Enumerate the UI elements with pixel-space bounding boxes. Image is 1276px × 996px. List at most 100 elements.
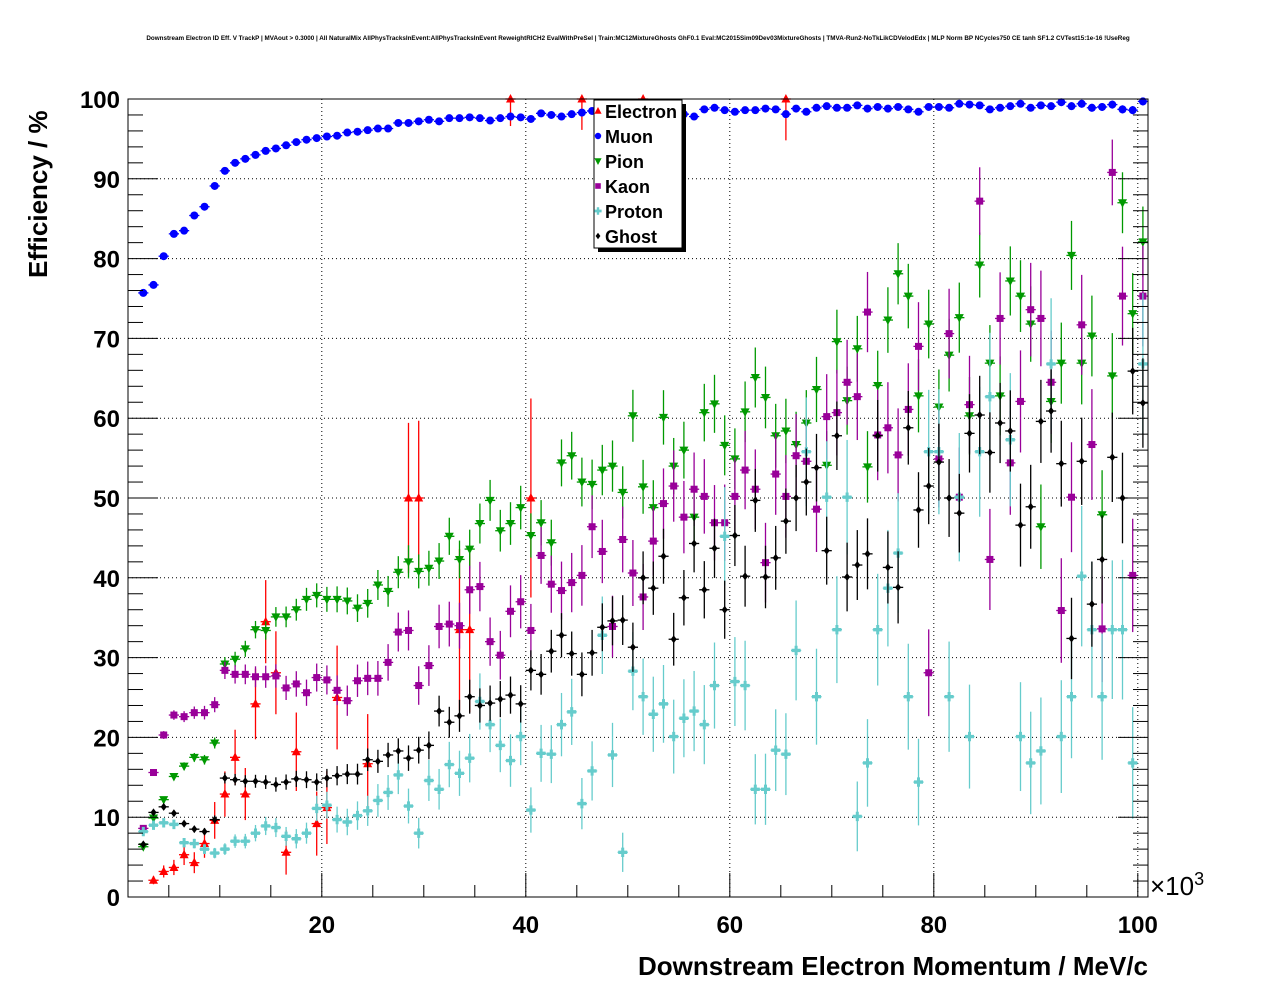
marker-square: [945, 330, 953, 338]
marker-square: [272, 672, 280, 680]
marker-circle: [302, 135, 311, 144]
marker-cross: [587, 766, 597, 776]
marker-triangle-up: [261, 616, 271, 626]
marker-diamond: [823, 546, 830, 555]
marker-circle: [282, 141, 291, 150]
marker-cross: [710, 680, 719, 691]
marker-triangle-down: [1118, 199, 1127, 208]
marker-diamond: [1017, 521, 1024, 530]
marker-diamond: [1099, 555, 1106, 564]
marker-triangle-down: [159, 796, 169, 805]
marker-triangle-down: [404, 558, 413, 567]
x-tick-label: 20: [308, 912, 335, 939]
marker-diamond: [558, 631, 565, 640]
marker-triangle-up: [414, 493, 424, 502]
marker-cross: [771, 745, 781, 755]
marker-triangle-down: [485, 496, 495, 506]
marker-square: [201, 709, 208, 717]
marker-circle: [594, 132, 602, 140]
marker-square: [1078, 321, 1086, 329]
marker-circle: [241, 154, 250, 163]
marker-diamond: [517, 699, 524, 708]
marker-square: [170, 711, 178, 719]
y-tick-label: 20: [93, 725, 120, 752]
marker-diamond: [211, 815, 218, 824]
marker-diamond: [1058, 459, 1065, 468]
marker-diamond: [140, 840, 147, 849]
marker-circle: [781, 110, 790, 119]
marker-triangle-down: [465, 545, 475, 555]
marker-triangle-up: [240, 789, 250, 798]
marker-cross: [353, 810, 362, 821]
marker-triangle-down: [594, 158, 602, 165]
marker-triangle-down: [567, 452, 577, 461]
marker-diamond: [456, 711, 463, 720]
marker-cross: [781, 749, 791, 759]
grid: [128, 98, 1148, 898]
marker-square: [813, 505, 820, 513]
x-multiplier: ×103: [1150, 869, 1204, 901]
x-tick-label: 100: [1118, 912, 1158, 939]
marker-triangle-down: [710, 400, 719, 409]
marker-cross: [750, 784, 760, 794]
marker-square: [864, 308, 871, 316]
marker-cross: [159, 818, 169, 828]
marker-cross: [822, 492, 832, 502]
marker-triangle-down: [863, 463, 872, 472]
marker-diamond: [436, 707, 443, 716]
marker-circle: [190, 211, 199, 220]
marker-cross: [1118, 624, 1127, 635]
marker-circle: [312, 134, 321, 143]
marker-diamond: [497, 695, 504, 704]
marker-triangle-down: [608, 462, 617, 472]
marker-diamond: [201, 827, 208, 836]
marker-cross: [220, 844, 230, 854]
marker-diamond: [884, 563, 891, 572]
marker-triangle-down: [812, 385, 821, 395]
marker-circle: [812, 103, 821, 112]
marker-circle: [159, 252, 168, 261]
marker-square: [619, 535, 627, 543]
marker-square: [823, 413, 831, 421]
marker-triangle-up: [189, 857, 199, 867]
marker-cross: [414, 828, 424, 838]
marker-cross: [689, 706, 699, 716]
y-tick-label: 100: [80, 87, 120, 114]
marker-circle: [220, 166, 229, 175]
marker-circle: [1036, 101, 1045, 110]
marker-square: [660, 500, 667, 508]
marker-diamond: [997, 418, 1004, 427]
marker-cross: [251, 828, 260, 838]
marker-circle: [934, 102, 943, 111]
marker-triangle-down: [1067, 251, 1076, 261]
marker-diamond: [170, 809, 177, 818]
marker-cross: [730, 676, 740, 687]
marker-cross: [383, 787, 393, 798]
marker-triangle-up: [577, 94, 587, 103]
marker-square: [517, 598, 525, 606]
marker-diamond: [181, 819, 188, 828]
marker-circle: [822, 102, 831, 111]
marker-cross: [149, 820, 158, 830]
marker-cross: [679, 713, 689, 723]
marker-diamond: [619, 616, 626, 625]
marker-diamond: [629, 643, 636, 652]
marker-circle: [741, 106, 750, 115]
marker-triangle-up: [594, 107, 602, 114]
marker-cross: [312, 803, 322, 814]
marker-diamond: [1007, 426, 1014, 435]
marker-diamond: [568, 649, 575, 658]
marker-square: [792, 452, 800, 460]
marker-square: [598, 547, 606, 555]
marker-diamond: [640, 573, 647, 582]
marker-triangle-down: [424, 564, 434, 574]
marker-circle: [180, 226, 189, 235]
marker-diamond: [150, 808, 157, 817]
marker-circle: [1057, 98, 1066, 107]
legend-entry-pion: Pion: [605, 152, 644, 172]
marker-square: [986, 555, 994, 563]
marker-triangle-down: [587, 480, 597, 490]
marker-circle: [1128, 106, 1137, 115]
marker-circle: [292, 138, 301, 147]
marker-triangle-down: [761, 393, 770, 403]
